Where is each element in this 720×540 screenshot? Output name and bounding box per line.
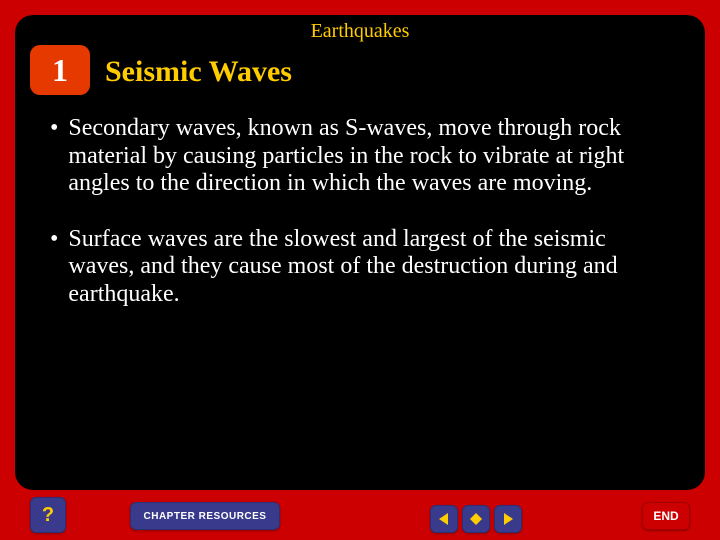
bullet-text: Secondary waves, known as S-waves, move …: [68, 115, 670, 198]
diamond-icon: [469, 512, 483, 526]
home-button[interactable]: [462, 505, 490, 533]
bullet-list: • Secondary waves, known as S-waves, mov…: [50, 115, 670, 337]
help-button[interactable]: ?: [30, 497, 66, 533]
end-button[interactable]: END: [642, 502, 690, 530]
triangle-left-icon: [437, 512, 451, 526]
footer: ? CHAPTER RESOURCES END: [0, 490, 720, 540]
bullet-marker: •: [50, 115, 68, 198]
help-icon: ?: [37, 504, 59, 526]
slide: Earthquakes 1 Seismic Waves • Secondary …: [0, 0, 720, 540]
chapter-title: Earthquakes: [15, 20, 705, 43]
list-item: • Surface waves are the slowest and larg…: [50, 226, 670, 309]
bullet-text: Surface waves are the slowest and larges…: [68, 226, 670, 309]
bullet-marker: •: [50, 226, 68, 309]
content-area: Earthquakes 1 Seismic Waves • Secondary …: [15, 15, 705, 490]
prev-button[interactable]: [430, 505, 458, 533]
next-button[interactable]: [494, 505, 522, 533]
section-title: Seismic Waves: [105, 55, 292, 89]
triangle-right-icon: [501, 512, 515, 526]
section-number-badge: 1: [30, 45, 90, 95]
list-item: • Secondary waves, known as S-waves, mov…: [50, 115, 670, 198]
svg-text:?: ?: [42, 504, 54, 526]
chapter-resources-button[interactable]: CHAPTER RESOURCES: [130, 502, 280, 530]
